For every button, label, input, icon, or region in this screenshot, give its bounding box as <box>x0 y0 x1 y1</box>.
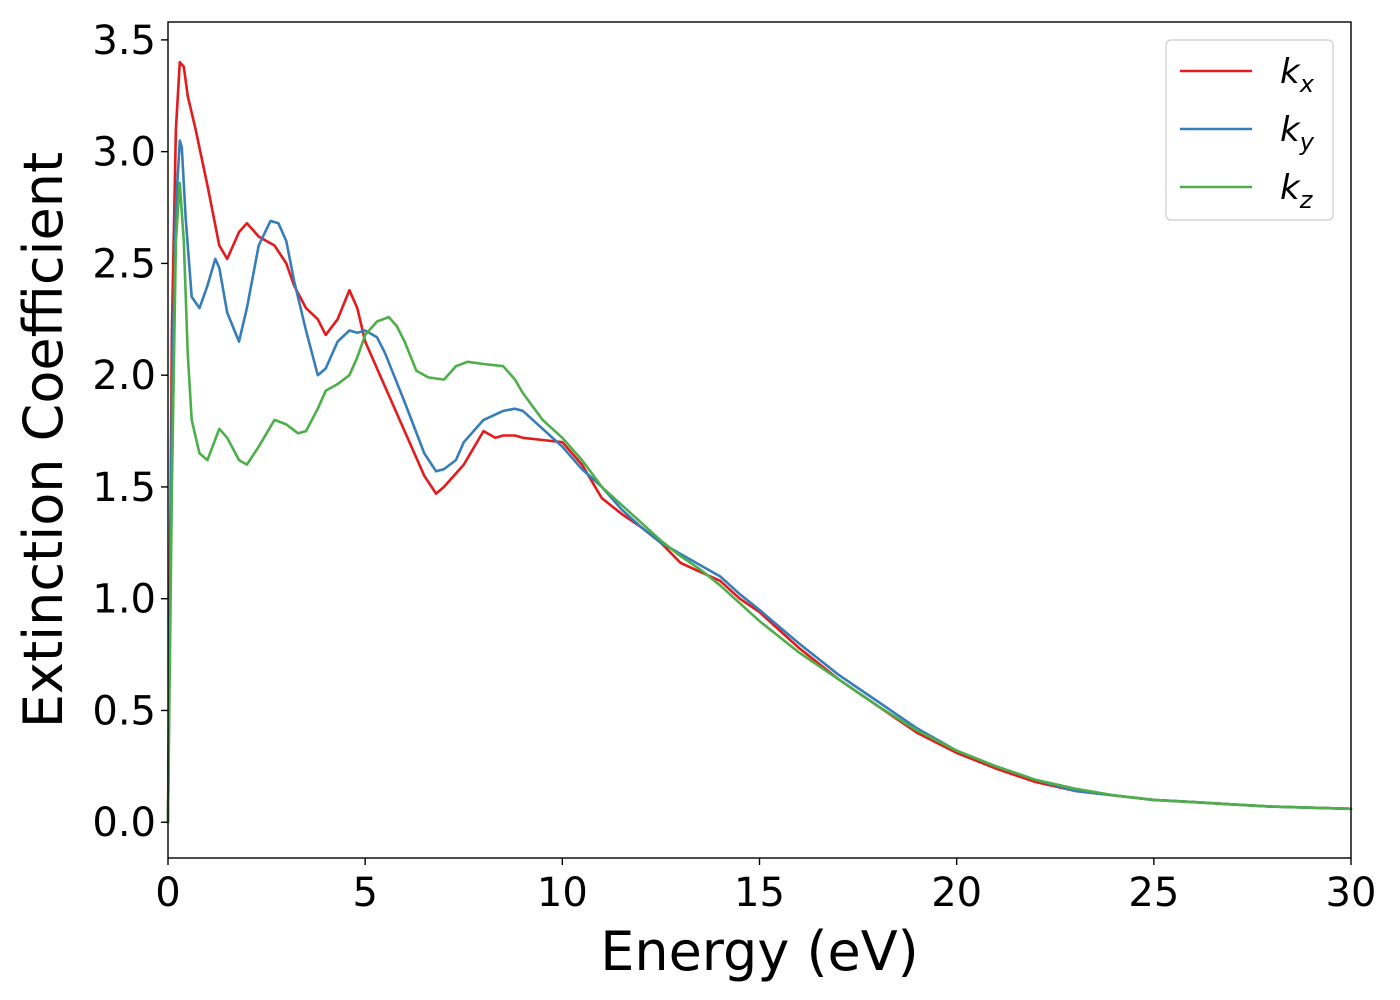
legend-label: kx <box>1280 52 1315 98</box>
series-line-x <box>166 60 1353 824</box>
series-line-y <box>166 139 1353 824</box>
x-tick-label: 10 <box>537 870 588 916</box>
y-tick-label: 0.0 <box>92 800 156 846</box>
legend-item-y: ky <box>1180 110 1315 156</box>
y-tick-label: 2.0 <box>92 353 156 399</box>
y-tick-label: 1.0 <box>92 577 156 623</box>
x-tick-label: 25 <box>1128 870 1179 916</box>
legend-label: ky <box>1280 110 1315 156</box>
x-tick-label: 30 <box>1326 870 1377 916</box>
x-tick-label: 5 <box>352 870 377 916</box>
legend: kx ky kz <box>1165 39 1334 221</box>
y-axis: 0.0 0.5 1.0 1.5 2.0 2.5 3.0 3.5 <box>92 18 168 846</box>
series-line-z <box>166 181 1353 824</box>
legend-item-z: kz <box>1180 168 1314 214</box>
x-tick-label: 20 <box>931 870 982 916</box>
legend-label: kz <box>1280 168 1314 214</box>
y-tick-label: 2.5 <box>92 241 156 287</box>
y-axis-label: Extinction Coefficient <box>12 152 75 728</box>
x-axis: 0 5 10 15 20 25 30 <box>155 858 1376 916</box>
x-tick-label: 15 <box>734 870 785 916</box>
y-tick-label: 0.5 <box>92 688 156 734</box>
x-tick-label: 0 <box>155 870 180 916</box>
y-tick-label: 1.5 <box>92 465 156 511</box>
x-axis-label: Energy (eV) <box>600 920 919 983</box>
y-tick-label: 3.0 <box>92 130 156 176</box>
legend-item-x: kx <box>1180 52 1315 98</box>
series-layer <box>166 60 1353 824</box>
y-tick-label: 3.5 <box>92 18 156 64</box>
